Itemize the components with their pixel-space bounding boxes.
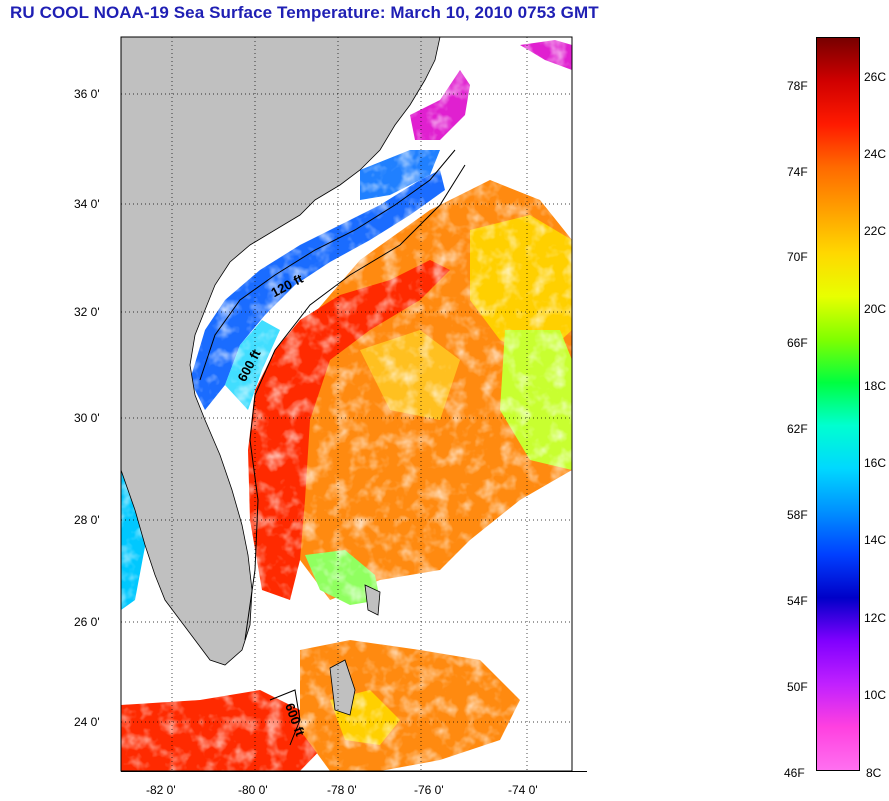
colorbar-celsius-label: 22C [864,224,887,238]
map-bottom-axis [121,771,587,772]
colorbar-celsius-label: 16C [864,456,887,470]
latitude-label: 28 0' [74,513,100,527]
colorbar-celsius-label: 18C [864,379,887,393]
colorbar-fahrenheit-label: 66F [787,336,808,350]
map-plot-area [121,37,572,771]
temperature-colorbar [816,37,860,771]
latitude-label: 30 0' [74,411,100,425]
longitude-label: -80 0' [238,783,268,797]
longitude-label: -82 0' [146,783,176,797]
colorbar-celsius-label: 20C [864,302,887,316]
colorbar-celsius-label: 26C [864,70,887,84]
latitude-label: 26 0' [74,615,100,629]
colorbar-fahrenheit-label: 78F [787,79,808,93]
colorbar-fahrenheit-label: 46F [784,766,805,780]
land-mass [121,37,441,666]
longitude-label: -74 0' [508,783,538,797]
latitude-label: 36 0' [74,87,100,101]
colorbar-celsius-label: 8C [866,766,882,780]
colorbar-celsius-label: 12C [864,611,887,625]
contour-600ft [244,164,466,641]
colorbar-fahrenheit-label: 74F [787,165,808,179]
longitude-label: -76 0' [414,783,444,797]
colorbar-fahrenheit-label: 50F [787,680,808,694]
colorbar-fahrenheit-label: 58F [787,508,808,522]
colorbar-fahrenheit-label: 70F [787,250,808,264]
colorbar-celsius-label: 24C [864,147,887,161]
map-title: RU COOL NOAA-19 Sea Surface Temperature:… [10,3,599,22]
latitude-label: 34 0' [74,197,100,211]
contour-600ft-straits [269,689,301,746]
contour-120ft [199,149,456,381]
bahamas-island [364,584,381,616]
cuba-land [329,659,356,716]
colorbar-celsius-label: 14C [864,533,887,547]
colorbar-fahrenheit-label: 54F [787,594,808,608]
colorbar-celsius-label: 10C [864,688,887,702]
latitude-label: 32 0' [74,305,100,319]
longitude-label: -78 0' [327,783,357,797]
colorbar-fahrenheit-label: 62F [787,422,808,436]
latitude-label: 24 0' [74,715,100,729]
